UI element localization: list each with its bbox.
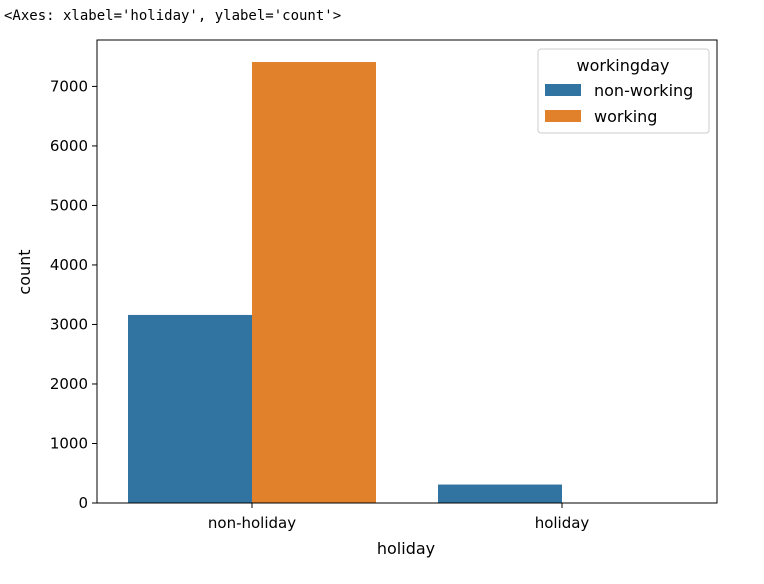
y-tick-label: 0	[78, 494, 88, 512]
legend-swatch-working	[545, 110, 581, 122]
y-tick-label: 1000	[50, 434, 88, 452]
y-tick-label: 2000	[50, 375, 88, 393]
bars-layer	[128, 62, 562, 503]
legend-title: workingday	[577, 56, 670, 75]
x-axis-label: holiday	[377, 539, 435, 558]
y-tick-label: 4000	[50, 256, 88, 274]
legend-label-working: working	[594, 107, 657, 126]
x-tick-label-non-holiday: non-holiday	[208, 514, 296, 532]
legend-swatch-non-working	[545, 84, 581, 96]
y-axis-label: count	[15, 249, 34, 294]
bar-holiday-non-working	[438, 484, 562, 503]
cell-output-header: <Axes: xlabel='holiday', ylabel='count'>	[4, 8, 342, 24]
y-tick-label: 6000	[50, 137, 88, 155]
legend-label-non-working: non-working	[594, 81, 693, 100]
x-tick-label-holiday: holiday	[535, 514, 590, 532]
bar-non-holiday-non-working	[128, 314, 252, 503]
y-tick-label: 3000	[50, 315, 88, 333]
bar-non-holiday-working	[252, 62, 376, 503]
x-axis: non-holiday holiday	[208, 503, 590, 532]
y-tick-label: 7000	[50, 77, 88, 95]
y-tick-label: 5000	[50, 196, 88, 214]
y-axis: 0 1000 2000 3000 4000 5000 6000 7000	[50, 77, 97, 512]
legend: workingday non-working working	[537, 48, 710, 134]
plot-frame	[96, 39, 718, 504]
